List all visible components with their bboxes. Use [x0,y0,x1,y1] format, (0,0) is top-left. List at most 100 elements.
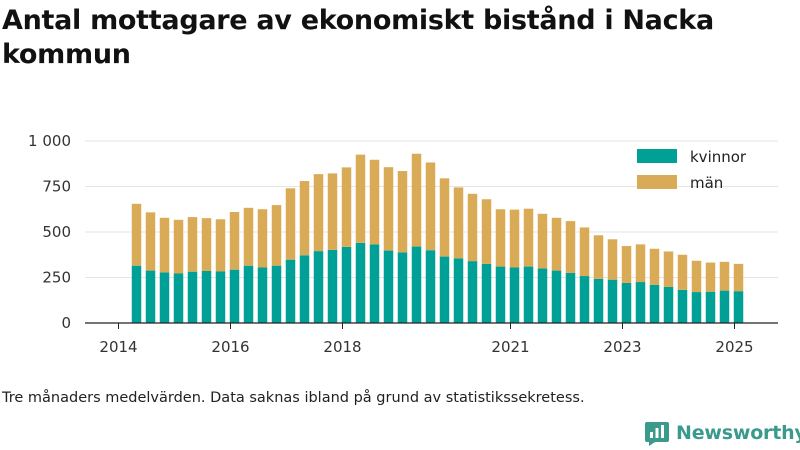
bar-kvinnor [341,246,352,323]
bar-man [565,221,576,273]
brand-name: Newsworthy [676,422,800,444]
chart-footnote: Tre månaders medelvärden. Data saknas ib… [2,390,585,406]
bar-man [327,173,338,250]
bar-kvinnor [649,284,660,323]
bar-kvinnor [229,269,240,323]
bar-kvinnor [383,250,394,323]
bar-man [467,193,478,262]
bar-kvinnor [607,279,618,323]
bar-kvinnor [635,282,646,323]
bar-kvinnor [159,272,170,323]
bar-man [453,187,464,259]
bar-man [285,188,296,260]
bar-man [733,263,744,292]
x-tick-label: 2023 [603,338,641,356]
bar-kvinnor [271,265,282,323]
bar-man [201,218,212,271]
bar-kvinnor [677,289,688,323]
bar-man [243,207,254,266]
bar-kvinnor [439,256,450,323]
bar-kvinnor [537,268,548,323]
bar-man [509,209,520,268]
bar-kvinnor [355,242,366,323]
bar-kvinnor [733,291,744,323]
bar-kvinnor [215,271,226,323]
x-tick-label: 2025 [715,338,753,356]
bar-kvinnor [411,246,422,323]
bar-man [215,219,226,272]
bar-kvinnor [691,292,702,323]
bar-kvinnor [397,252,408,323]
bar-kvinnor [663,286,674,323]
bar-man [173,219,184,274]
bar-man [145,212,156,271]
bar-man [257,209,268,268]
bar-man [341,167,352,247]
brand[interactable]: Newsworthy [644,420,800,446]
legend-swatch-kvinnor [637,149,677,163]
bar-man [495,209,506,267]
x-axis-ticks: 2014 2016 2018 2021 2023 2025 [99,323,754,356]
bar-kvinnor [495,266,506,323]
y-tick-label: 250 [42,269,71,287]
y-axis-ticks: 0 250 500 750 1 000 [28,132,71,332]
legend: kvinnor män [637,148,747,192]
legend-label-män: män [690,174,723,192]
x-tick-label: 2018 [323,338,361,356]
bar-man [677,254,688,290]
bar-man [313,174,324,252]
bar-man [523,208,534,267]
bar-man [635,244,646,283]
bar-man [439,178,450,257]
x-tick-label: 2016 [211,338,249,356]
bar-kvinnor [523,266,534,323]
bar-kvinnor [313,251,324,323]
bar-man [159,217,170,273]
bar-man [481,199,492,264]
bars [131,153,744,323]
bar-man [383,167,394,251]
bar-man [649,248,660,285]
bar-kvinnor [173,273,184,323]
newsworthy-logo-icon [645,422,669,446]
bar-man [719,261,730,291]
bar-man [425,162,436,251]
bar-kvinnor [593,278,604,323]
bar-man [271,205,282,266]
bar-kvinnor [481,263,492,323]
bar-man [551,217,562,271]
legend-label-kvinnor: kvinnor [690,148,747,166]
bar-kvinnor [719,290,730,323]
y-tick-label: 0 [61,314,71,332]
y-tick-label: 1 000 [28,132,71,150]
bar-kvinnor [201,270,212,323]
bar-kvinnor [467,261,478,323]
bar-man [397,171,408,253]
bar-man [593,235,604,279]
bar-kvinnor [369,244,380,323]
bar-kvinnor [621,282,632,323]
y-tick-label: 750 [42,178,71,196]
bar-man [579,227,590,277]
bar-man [691,260,702,293]
bar-kvinnor [285,259,296,323]
bar-kvinnor [187,271,198,323]
bar-man [537,213,548,269]
bar-man [369,159,380,245]
bar-kvinnor [243,265,254,323]
legend-swatch-män [637,175,677,189]
bar-kvinnor [299,255,310,323]
y-tick-label: 500 [42,223,71,241]
x-tick-label: 2021 [491,338,529,356]
chart-title: Antal mottagare av ekonomiskt bistånd i … [2,5,714,70]
bar-man [607,239,618,280]
bar-kvinnor [145,270,156,323]
bar-kvinnor [453,258,464,323]
bar-kvinnor [579,276,590,323]
bar-man [663,251,674,287]
bar-kvinnor [257,267,268,323]
bar-man [229,211,240,270]
bar-kvinnor [565,272,576,323]
bar-man [299,181,310,256]
